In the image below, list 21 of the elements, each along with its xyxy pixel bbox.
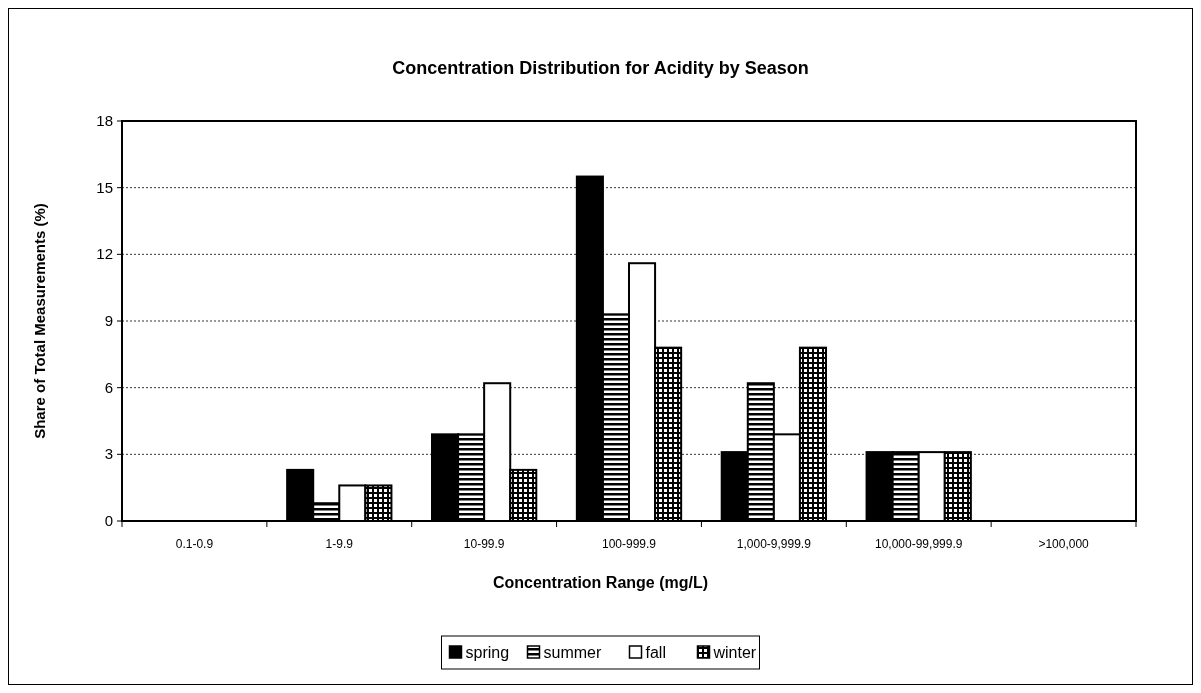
y-tick-label: 12: [96, 245, 113, 263]
x-tick-label: 100-999.9: [601, 537, 657, 551]
y-tick-label: 18: [96, 112, 113, 129]
x-tick-label: 10-99.9: [463, 537, 505, 551]
y-tick-label: 6: [104, 378, 113, 396]
x-tick-label: >100,000: [1038, 537, 1090, 551]
y-tick-label: 3: [104, 445, 113, 463]
x-tick-label: 10,000-99,999.9: [875, 537, 963, 551]
legend-label: winter: [712, 644, 757, 661]
legend-label: summer: [543, 644, 602, 661]
x-tick-label: 1,000-9,999.9: [736, 537, 812, 551]
chart-title: Concentration Distribution for Acidity by Season: [392, 58, 809, 78]
legend-label: fall: [645, 644, 666, 661]
x-tick-label: 0.1-0.9: [175, 537, 214, 551]
x-tick-label: 1-9.9: [325, 537, 354, 551]
y-axis-title: Share of Total Measurements (%): [31, 203, 48, 439]
y-tick-label: 9: [104, 312, 113, 329]
legend-label: spring: [465, 644, 510, 661]
y-tick-label: 15: [96, 178, 113, 196]
y-tick-label: 0: [104, 512, 113, 529]
x-axis-title: Concentration Range (mg/L): [492, 574, 709, 591]
